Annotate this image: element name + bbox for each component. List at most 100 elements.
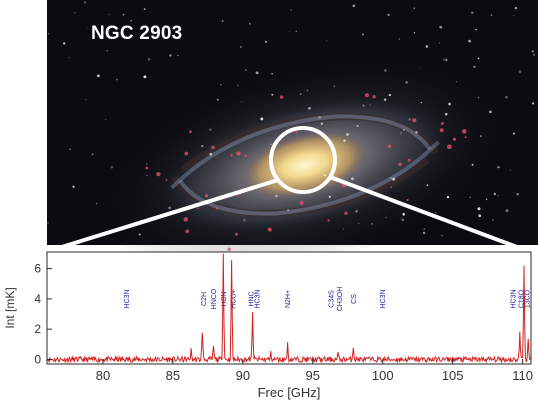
star: [84, 1, 87, 4]
molecule-label: CH3OH: [337, 287, 344, 312]
y-axis-label: Int [mK]: [3, 287, 17, 328]
star: [122, 13, 125, 16]
hii-knot: [189, 130, 192, 133]
hii-knot: [406, 198, 409, 201]
star: [489, 110, 492, 114]
star: [514, 6, 518, 10]
molecule-label: CS: [351, 294, 358, 304]
star: [423, 228, 426, 230]
star: [362, 104, 365, 107]
x-tick-label: 80: [96, 368, 110, 383]
hii-knot: [185, 229, 190, 234]
y-tick-label: 2: [34, 322, 41, 336]
molecule-label: HCN: [221, 291, 228, 306]
plot-frame: [46, 251, 532, 365]
star: [108, 14, 110, 15]
star: [328, 195, 331, 198]
galaxy-photo: [47, 0, 538, 276]
star: [143, 8, 146, 11]
star: [401, 218, 405, 222]
molecule-label: HNCO: [211, 288, 218, 309]
star: [369, 104, 371, 106]
hii-knot: [183, 217, 189, 222]
star: [288, 30, 290, 32]
x-tick-label: 110: [512, 368, 533, 383]
star: [518, 70, 522, 74]
star: [352, 4, 356, 8]
star: [146, 163, 148, 165]
star: [415, 131, 418, 134]
star: [239, 45, 242, 49]
star: [241, 101, 243, 103]
hii-knot: [439, 128, 444, 133]
hii-knot: [235, 232, 238, 236]
star: [418, 67, 420, 69]
hii-knot: [364, 93, 370, 98]
zoom-line-left: [51, 178, 279, 252]
hii-knot: [306, 89, 309, 92]
star: [105, 119, 107, 120]
star: [351, 177, 354, 181]
star: [493, 192, 496, 196]
star: [403, 129, 405, 131]
star: [361, 33, 364, 36]
star: [448, 102, 451, 106]
star: [513, 15, 515, 17]
star: [505, 96, 508, 99]
hii-knot: [464, 136, 467, 139]
star: [343, 139, 346, 142]
dust-lane: [180, 113, 440, 173]
star: [388, 94, 391, 97]
molecule-label: HC3N: [380, 289, 387, 308]
star: [237, 84, 239, 87]
hii-knot: [267, 227, 272, 232]
star: [509, 169, 511, 171]
star: [287, 208, 290, 212]
x-tick-label: 100: [372, 368, 394, 383]
hii-knot: [387, 144, 392, 148]
star: [326, 40, 328, 42]
star: [441, 235, 443, 237]
star: [485, 198, 488, 201]
star: [86, 27, 88, 29]
star: [420, 102, 422, 104]
photo-title: NGC 2903: [91, 23, 182, 44]
star: [490, 14, 493, 16]
star: [400, 132, 402, 134]
hii-knot: [452, 137, 457, 141]
hii-knot: [145, 166, 149, 170]
hii-knot: [407, 158, 411, 162]
star: [320, 123, 323, 125]
hii-knot: [230, 154, 233, 157]
star: [446, 195, 450, 199]
molecule-label: HNC: [249, 291, 256, 306]
star: [471, 11, 474, 14]
star: [295, 30, 297, 32]
molecule-label: N2H+: [285, 290, 292, 308]
star: [299, 93, 302, 96]
x-tick-label: 105: [442, 368, 464, 383]
star: [473, 65, 476, 69]
star: [320, 122, 324, 125]
star: [221, 20, 224, 22]
hii-knot: [156, 171, 161, 177]
star: [270, 143, 272, 145]
star: [492, 219, 494, 221]
star: [275, 194, 278, 198]
star: [147, 57, 151, 61]
star: [74, 12, 76, 14]
star: [264, 40, 268, 44]
star: [110, 165, 114, 169]
x-tick-label: 95: [306, 368, 320, 383]
spiral-arm: [178, 140, 440, 216]
star: [445, 59, 448, 61]
star: [400, 217, 402, 219]
star: [243, 218, 246, 222]
star: [97, 74, 100, 78]
star: [435, 212, 437, 214]
star: [69, 148, 71, 150]
hii-knot: [440, 122, 444, 125]
star: [389, 177, 392, 180]
